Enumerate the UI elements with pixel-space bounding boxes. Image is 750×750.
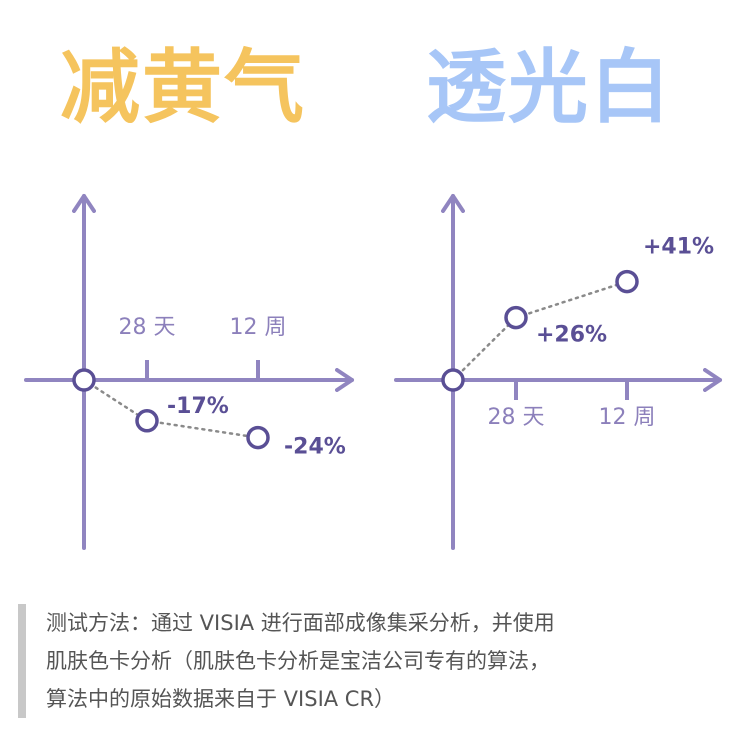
note-line-3: 算法中的原始数据来自于 VISIA CR）	[46, 687, 396, 711]
data-point	[504, 305, 528, 330]
data-point	[246, 425, 270, 450]
note-line-2: 肌肤色卡分析（肌肤色卡分析是宝洁公司专有的算法，	[46, 649, 550, 673]
x-tick-label: 12 周	[599, 405, 656, 430]
chart-title-left: 减黄气	[60, 41, 306, 134]
origin-point	[72, 368, 96, 392]
data-label: +26%	[536, 323, 607, 348]
x-tick-label: 28 天	[119, 315, 176, 340]
data-label: +41%	[643, 235, 714, 260]
series-line-segment	[145, 419, 260, 439]
test-method-note: 测试方法：通过 VISIA 进行面部成像集采分析，并使用 肌肤色卡分析（肌肤色卡…	[18, 604, 738, 718]
series-line-segment	[514, 280, 629, 319]
data-point	[615, 269, 639, 294]
note-line-1: 测试方法：通过 VISIA 进行面部成像集采分析，并使用	[46, 611, 555, 635]
x-tick-label: 12 周	[230, 315, 287, 340]
data-label: -24%	[284, 435, 346, 460]
series-line-segment	[451, 316, 518, 382]
x-tick-label: 28 天	[488, 405, 545, 430]
origin-point	[441, 368, 465, 392]
chart-title-right: 透光白	[426, 41, 672, 134]
data-point	[135, 409, 159, 433]
data-label: -17%	[167, 394, 229, 419]
series-line-segment	[82, 378, 149, 423]
chart-left: 28 天 12 周 -17% -24%	[24, 194, 354, 550]
chart-right: 28 天 12 周 +26% +41%	[394, 194, 722, 550]
